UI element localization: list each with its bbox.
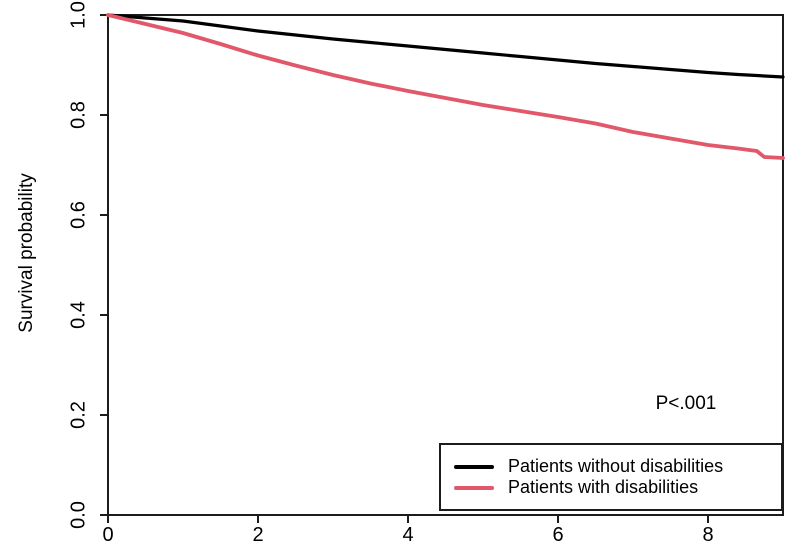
x-tick-label: 8: [702, 524, 714, 546]
y-axis-title: Survival probability: [16, 173, 37, 333]
y-tick-label: 0.4: [67, 301, 90, 329]
x-tick-label: 4: [402, 524, 414, 546]
x-tick-label: 0: [102, 524, 114, 546]
legend-box: Patients without disabilities Patients w…: [439, 443, 783, 511]
x-axis-tick-labels: 0 2 4 6 8: [0, 524, 790, 550]
y-tick-label: 1.0: [67, 1, 90, 29]
survival-curve-0: [106, 13, 785, 79]
legend-line-sample-black: [454, 464, 494, 469]
legend-label-with-disabilities: Patients with disabilities: [508, 477, 699, 497]
legend-item-with-disabilities: Patients with disabilities: [454, 478, 781, 497]
y-tick-label: 0.6: [67, 201, 90, 229]
y-tick-label: 0.0: [67, 501, 90, 529]
p-value-annotation: P<.001: [655, 393, 717, 414]
y-tick-label: 0.2: [67, 401, 90, 429]
y-tick-label: 0.8: [67, 101, 90, 129]
plot-box-frame: [107, 14, 784, 516]
legend-item-without-disabilities: Patients without disabilities: [454, 457, 781, 476]
survival-curve-1: [106, 13, 785, 160]
legend-line-sample-pink: [454, 485, 494, 490]
x-tick-label: 6: [552, 524, 564, 546]
legend-label-without-disabilities: Patients without disabilities: [508, 456, 724, 476]
x-tick-label: 2: [252, 524, 264, 546]
